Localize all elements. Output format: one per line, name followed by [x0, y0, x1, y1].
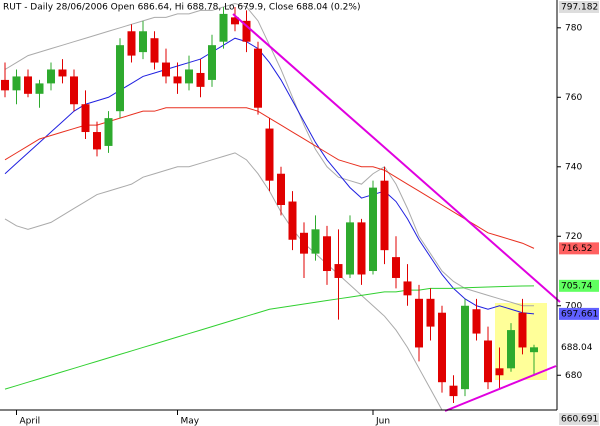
- candle-body: [369, 187, 377, 272]
- candle-body: [104, 118, 113, 146]
- candle-body: [426, 298, 435, 327]
- candle-body: [265, 128, 274, 181]
- price-label: 705.74: [561, 281, 593, 291]
- candle-body: [449, 385, 458, 397]
- candle-body: [127, 31, 136, 56]
- price-label-box: [559, 1, 599, 13]
- price-label-box: [559, 413, 599, 425]
- trend-line-lower: [444, 365, 557, 412]
- candle-body: [47, 69, 55, 84]
- moving-average-line: [4, 37, 535, 315]
- candle-body: [162, 62, 170, 77]
- price-label-box: [559, 341, 599, 354]
- candle-body: [254, 48, 262, 108]
- candle-body: [12, 76, 21, 91]
- candle-body: [242, 20, 251, 42]
- candle-body: [403, 281, 412, 296]
- candle-body: [461, 305, 469, 390]
- candle-body: [334, 264, 343, 278]
- candle-body: [438, 312, 446, 383]
- candle-body: [300, 232, 308, 254]
- candle-body: [530, 347, 538, 353]
- candle-body: [35, 83, 44, 94]
- price-label: 797.182: [561, 3, 598, 13]
- candle-body: [231, 17, 239, 25]
- candle-body: [507, 330, 515, 369]
- price-label: 716.52: [561, 244, 593, 254]
- y-tick-label: 760: [565, 93, 582, 103]
- plot-area: [1, 2, 538, 410]
- price-label-box: [559, 307, 599, 320]
- candle-body: [116, 45, 124, 112]
- x-tick-label: April: [20, 417, 41, 426]
- candle-body: [185, 69, 193, 84]
- price-label: 660.691: [561, 415, 598, 425]
- candle-body: [58, 69, 67, 77]
- candle-body: [357, 222, 366, 275]
- candle-body: [70, 76, 78, 105]
- candle-body: [392, 257, 400, 278]
- candle-body: [495, 368, 504, 376]
- price-label: 697.661: [561, 309, 598, 319]
- y-tick-label: 780: [565, 23, 582, 33]
- candle-body: [380, 180, 389, 251]
- candle-body: [277, 173, 285, 205]
- candle-body: [208, 45, 216, 80]
- candle-body: [1, 79, 9, 91]
- y-tick-label: 720: [565, 232, 582, 242]
- x-tick-label: Jun: [375, 417, 390, 426]
- candle-body: [346, 222, 354, 275]
- price-label: 688.04: [561, 343, 593, 353]
- candle-body: [196, 72, 205, 87]
- moving-average-line: [4, 152, 443, 410]
- candle-body: [150, 38, 159, 63]
- candle-body: [93, 132, 101, 150]
- candle-body: [288, 201, 297, 240]
- x-tick-label: May: [181, 417, 200, 426]
- candle-body: [81, 104, 90, 133]
- candle-body: [139, 31, 147, 53]
- moving-average-line: [4, 285, 535, 390]
- trend-line-upper: [232, 13, 561, 303]
- price-label-box: [559, 242, 599, 255]
- candle-body: [472, 309, 481, 334]
- candle-body: [323, 236, 331, 272]
- chart-title: RUT - Daily 28/06/2006 Open 686.64, Hi 6…: [3, 3, 360, 13]
- candle-body: [484, 340, 492, 383]
- candle-body: [415, 298, 423, 348]
- candle-body: [24, 76, 32, 94]
- price-label-box: [559, 279, 599, 292]
- candle-body: [219, 13, 228, 42]
- candle-body: [518, 312, 527, 348]
- y-tick-label: 680: [565, 371, 582, 381]
- y-tick-label: 700: [565, 301, 582, 311]
- candle-body: [173, 76, 182, 84]
- candle-body: [311, 229, 320, 254]
- y-tick-label: 740: [565, 162, 582, 172]
